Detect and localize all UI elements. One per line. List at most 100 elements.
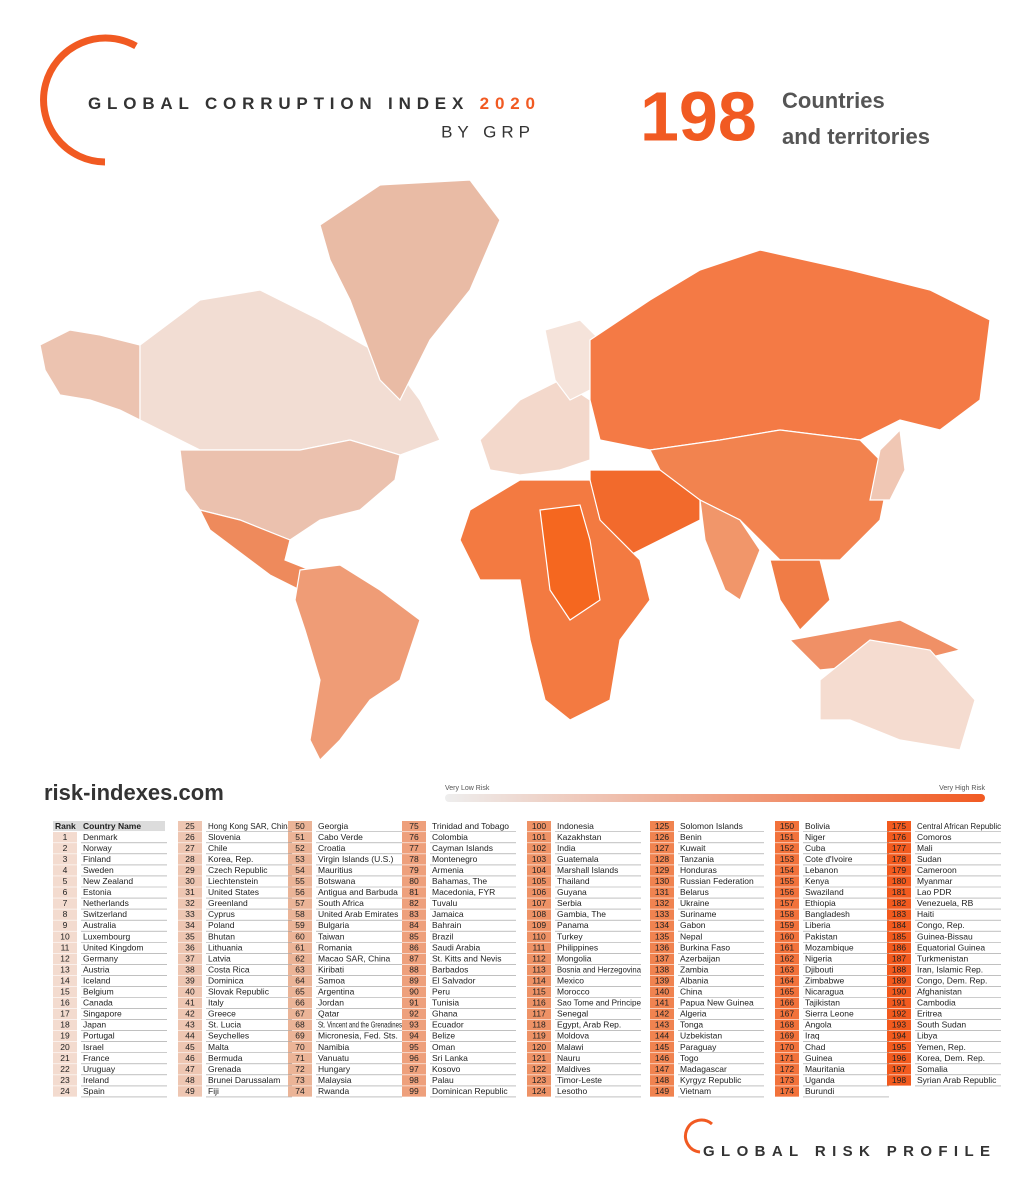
rank-cell [650, 997, 674, 1009]
rank: 17 [60, 1009, 70, 1019]
rank: 118 [532, 1020, 546, 1030]
rank-cell [775, 920, 799, 931]
country-name: Bermuda [208, 1053, 243, 1063]
rank: 64 [295, 975, 305, 985]
country-name: Tanzania [680, 854, 714, 864]
country-name: Jordan [318, 998, 344, 1008]
country-name: Myanmar [917, 876, 953, 886]
rank: 173 [780, 1075, 794, 1085]
rank: 84 [409, 920, 419, 930]
rank: 36 [185, 942, 195, 952]
rank: 35 [185, 931, 195, 941]
rank: 137 [655, 953, 669, 963]
country-name: Tuvalu [432, 898, 457, 908]
rank: 193 [892, 1020, 906, 1030]
world-map [39, 179, 991, 762]
rank-cell [402, 1019, 426, 1031]
country-name: Belgium [83, 987, 114, 997]
country-name: St. Lucia [208, 1020, 241, 1030]
country-name: Bolivia [805, 821, 830, 831]
rank: 183 [892, 909, 906, 919]
rank: 168 [780, 1020, 794, 1030]
country-name: Mauritius [318, 865, 352, 875]
rank: 117 [532, 1009, 546, 1019]
rank: 133 [655, 909, 669, 919]
country-name: Thailand [557, 876, 590, 886]
legend-label: Very High Risk [939, 785, 985, 792]
rank-cell [775, 1053, 799, 1064]
country-name: Barbados [432, 964, 468, 974]
country-name: Malawi [557, 1042, 584, 1052]
rank-cell [178, 975, 202, 987]
rank-cell [288, 1075, 312, 1086]
rank: 45 [185, 1042, 195, 1052]
region [589, 249, 991, 451]
rank: 149 [655, 1086, 669, 1096]
country-name: Nauru [557, 1053, 580, 1063]
rank: 48 [185, 1075, 195, 1085]
rank-cell [775, 821, 799, 832]
rank: 12 [60, 953, 70, 963]
country-name: Venezuela, RB [917, 898, 974, 908]
country-name: Grenada [208, 1064, 241, 1074]
rank: 142 [655, 1009, 669, 1019]
rank-cell [887, 1008, 911, 1020]
rank: 27 [185, 843, 195, 853]
rank: 159 [780, 920, 794, 930]
country-name: Gambia, The [557, 909, 606, 919]
rank-cell [887, 1064, 911, 1075]
rank-cell [527, 1008, 551, 1020]
rank-cell [178, 854, 202, 865]
rank: 13 [60, 964, 70, 974]
rank: 76 [409, 832, 419, 842]
rank-cell [887, 986, 911, 998]
rank-cell [887, 1019, 911, 1031]
rank: 171 [780, 1053, 794, 1063]
rank-cell [402, 1064, 426, 1075]
rank-cell [650, 986, 674, 998]
rank-cell [527, 986, 551, 998]
rank-cell [887, 975, 911, 987]
country-name: Qatar [318, 1009, 339, 1019]
country-name: Iran, Islamic Rep. [917, 964, 983, 974]
rank: 90 [409, 987, 419, 997]
rank: 103 [532, 854, 546, 864]
rank-cell [402, 920, 426, 931]
country-name: Burkina Faso [680, 942, 730, 952]
rank-cell [527, 887, 551, 898]
rank-cell [650, 1075, 674, 1086]
rank-cell [775, 887, 799, 898]
rank: 1 [63, 832, 68, 842]
rank: 131 [655, 887, 669, 897]
rank: 139 [655, 975, 669, 985]
rank-cell [650, 920, 674, 931]
rank: 67 [295, 1009, 305, 1019]
country-name: South Sudan [917, 1020, 966, 1030]
rank-cell [53, 942, 77, 953]
rank: 176 [892, 832, 906, 842]
country-name: Lithuania [208, 942, 243, 952]
rank-cell [650, 964, 674, 976]
rank: 147 [655, 1064, 669, 1074]
rank-cell [887, 854, 911, 865]
rank-cell [53, 1064, 77, 1075]
rank: 119 [532, 1031, 546, 1041]
rank: 88 [409, 964, 419, 974]
rank: 68 [295, 1020, 305, 1030]
rank: 195 [892, 1042, 906, 1052]
rank-cell [178, 865, 202, 876]
country-name: Afghanistan [917, 987, 962, 997]
rank-cell [53, 909, 77, 920]
rank: 79 [409, 865, 419, 875]
country-name: Samoa [318, 975, 345, 985]
rank-cell [527, 942, 551, 953]
country-name: Solomon Islands [680, 821, 743, 831]
country-name: Bulgaria [318, 920, 349, 930]
country-name: Angola [805, 1020, 832, 1030]
rank-cell [53, 865, 77, 876]
country-name: Portugal [83, 1031, 115, 1041]
country-name: Cameroon [917, 865, 957, 875]
rank-cell [527, 997, 551, 1009]
country-name: Indonesia [557, 821, 594, 831]
rank: 130 [655, 876, 669, 886]
